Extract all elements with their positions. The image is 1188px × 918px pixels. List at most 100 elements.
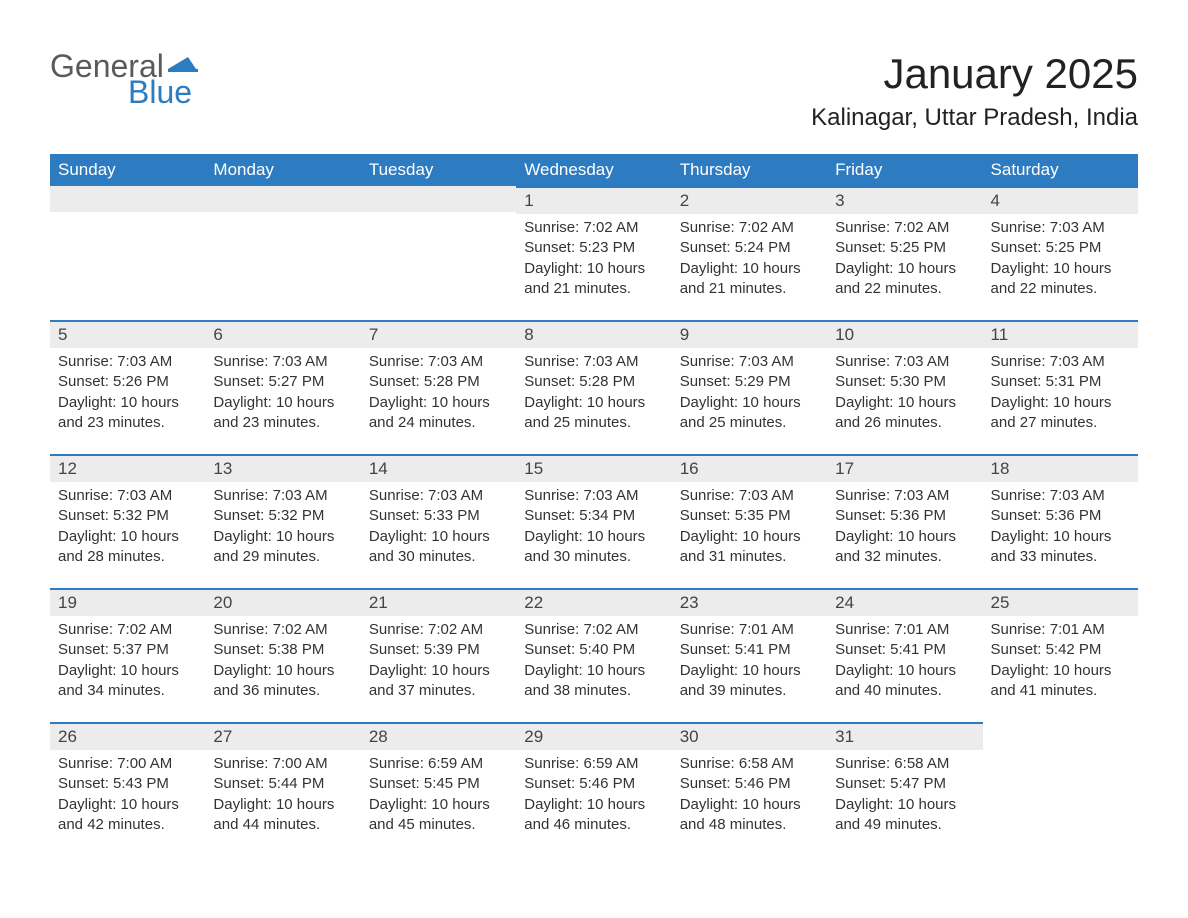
day-detail-line: and 26 minutes. (835, 413, 974, 433)
day-details: Sunrise: 7:01 AMSunset: 5:42 PMDaylight:… (983, 616, 1138, 709)
page-title: January 2025 (811, 50, 1138, 98)
day-detail-line: Daylight: 10 hours (58, 393, 197, 413)
day-details: Sunrise: 7:02 AMSunset: 5:23 PMDaylight:… (516, 214, 671, 307)
day-number: 13 (205, 454, 360, 482)
day-number: 31 (827, 722, 982, 750)
day-number: 17 (827, 454, 982, 482)
day-detail-line: Sunrise: 7:03 AM (524, 352, 663, 372)
day-detail-line: Sunrise: 7:00 AM (58, 754, 197, 774)
day-detail-line: and 38 minutes. (524, 681, 663, 701)
day-number: 8 (516, 320, 671, 348)
day-details: Sunrise: 7:02 AMSunset: 5:37 PMDaylight:… (50, 616, 205, 709)
day-detail-line: and 22 minutes. (835, 279, 974, 299)
day-detail-line: Daylight: 10 hours (835, 527, 974, 547)
calendar-day-cell: 7Sunrise: 7:03 AMSunset: 5:28 PMDaylight… (361, 320, 516, 454)
calendar-week-row: 1Sunrise: 7:02 AMSunset: 5:23 PMDaylight… (50, 186, 1138, 320)
day-details: Sunrise: 7:02 AMSunset: 5:25 PMDaylight:… (827, 214, 982, 307)
calendar-day-cell: 26Sunrise: 7:00 AMSunset: 5:43 PMDayligh… (50, 722, 205, 843)
day-number: 5 (50, 320, 205, 348)
day-number: 11 (983, 320, 1138, 348)
day-detail-line: Daylight: 10 hours (369, 661, 508, 681)
day-detail-line: and 33 minutes. (991, 547, 1130, 567)
day-detail-line: Sunset: 5:46 PM (680, 774, 819, 794)
day-details: Sunrise: 7:02 AMSunset: 5:24 PMDaylight:… (672, 214, 827, 307)
calendar-day-cell: 2Sunrise: 7:02 AMSunset: 5:24 PMDaylight… (672, 186, 827, 320)
day-details: Sunrise: 7:02 AMSunset: 5:38 PMDaylight:… (205, 616, 360, 709)
day-detail-line: Sunset: 5:26 PM (58, 372, 197, 392)
day-number: 23 (672, 588, 827, 616)
day-detail-line: Sunset: 5:24 PM (680, 238, 819, 258)
calendar-day-cell: 13Sunrise: 7:03 AMSunset: 5:32 PMDayligh… (205, 454, 360, 588)
day-detail-line: and 24 minutes. (369, 413, 508, 433)
day-detail-line: Daylight: 10 hours (524, 661, 663, 681)
weekday-header-row: SundayMondayTuesdayWednesdayThursdayFrid… (50, 154, 1138, 186)
day-details: Sunrise: 7:00 AMSunset: 5:44 PMDaylight:… (205, 750, 360, 843)
day-number: 29 (516, 722, 671, 750)
day-detail-line: Daylight: 10 hours (991, 393, 1130, 413)
day-detail-line: Sunrise: 7:02 AM (524, 218, 663, 238)
day-detail-line: Daylight: 10 hours (524, 393, 663, 413)
day-detail-line: Daylight: 10 hours (835, 661, 974, 681)
day-detail-line: and 21 minutes. (524, 279, 663, 299)
day-number: 14 (361, 454, 516, 482)
day-detail-line: and 37 minutes. (369, 681, 508, 701)
day-detail-line: and 49 minutes. (835, 815, 974, 835)
calendar-week-row: 5Sunrise: 7:03 AMSunset: 5:26 PMDaylight… (50, 320, 1138, 454)
day-detail-line: Daylight: 10 hours (680, 661, 819, 681)
calendar-day-cell: 16Sunrise: 7:03 AMSunset: 5:35 PMDayligh… (672, 454, 827, 588)
day-detail-line: Sunset: 5:35 PM (680, 506, 819, 526)
calendar-day-cell: 8Sunrise: 7:03 AMSunset: 5:28 PMDaylight… (516, 320, 671, 454)
logo: General Blue (50, 50, 202, 108)
day-number: 9 (672, 320, 827, 348)
day-details: Sunrise: 7:03 AMSunset: 5:27 PMDaylight:… (205, 348, 360, 441)
day-detail-line: Daylight: 10 hours (369, 527, 508, 547)
calendar-day-cell: 20Sunrise: 7:02 AMSunset: 5:38 PMDayligh… (205, 588, 360, 722)
day-detail-line: Sunset: 5:36 PM (991, 506, 1130, 526)
calendar-empty-cell (361, 186, 516, 320)
day-detail-line: and 45 minutes. (369, 815, 508, 835)
day-detail-line: Daylight: 10 hours (991, 527, 1130, 547)
day-details: Sunrise: 7:02 AMSunset: 5:39 PMDaylight:… (361, 616, 516, 709)
day-detail-line: Sunrise: 6:59 AM (524, 754, 663, 774)
calendar-week-row: 19Sunrise: 7:02 AMSunset: 5:37 PMDayligh… (50, 588, 1138, 722)
day-detail-line: Sunrise: 6:59 AM (369, 754, 508, 774)
day-number: 19 (50, 588, 205, 616)
day-detail-line: and 22 minutes. (991, 279, 1130, 299)
day-detail-line: Sunset: 5:42 PM (991, 640, 1130, 660)
calendar-day-cell: 14Sunrise: 7:03 AMSunset: 5:33 PMDayligh… (361, 454, 516, 588)
day-detail-line: Sunset: 5:34 PM (524, 506, 663, 526)
day-detail-line: Daylight: 10 hours (680, 795, 819, 815)
calendar-day-cell: 10Sunrise: 7:03 AMSunset: 5:30 PMDayligh… (827, 320, 982, 454)
day-detail-line: Daylight: 10 hours (58, 795, 197, 815)
day-number: 18 (983, 454, 1138, 482)
day-detail-line: and 23 minutes. (213, 413, 352, 433)
day-detail-line: Sunset: 5:32 PM (58, 506, 197, 526)
day-detail-line: Sunset: 5:47 PM (835, 774, 974, 794)
day-details: Sunrise: 7:03 AMSunset: 5:31 PMDaylight:… (983, 348, 1138, 441)
day-detail-line: Sunrise: 7:02 AM (369, 620, 508, 640)
day-details: Sunrise: 7:03 AMSunset: 5:36 PMDaylight:… (983, 482, 1138, 575)
day-detail-line: Sunrise: 7:03 AM (991, 486, 1130, 506)
day-details: Sunrise: 7:03 AMSunset: 5:32 PMDaylight:… (205, 482, 360, 575)
day-detail-line: Daylight: 10 hours (213, 393, 352, 413)
day-detail-line: and 34 minutes. (58, 681, 197, 701)
day-detail-line: Sunset: 5:28 PM (369, 372, 508, 392)
location-text: Kalinagar, Uttar Pradesh, India (811, 104, 1138, 132)
day-detail-line: and 29 minutes. (213, 547, 352, 567)
day-detail-line: Sunrise: 7:03 AM (991, 218, 1130, 238)
day-detail-line: Sunset: 5:45 PM (369, 774, 508, 794)
calendar-day-cell: 6Sunrise: 7:03 AMSunset: 5:27 PMDaylight… (205, 320, 360, 454)
day-details: Sunrise: 7:03 AMSunset: 5:30 PMDaylight:… (827, 348, 982, 441)
calendar-day-cell: 25Sunrise: 7:01 AMSunset: 5:42 PMDayligh… (983, 588, 1138, 722)
day-detail-line: and 40 minutes. (835, 681, 974, 701)
day-detail-line: Daylight: 10 hours (524, 527, 663, 547)
calendar-day-cell: 30Sunrise: 6:58 AMSunset: 5:46 PMDayligh… (672, 722, 827, 843)
day-detail-line: and 48 minutes. (680, 815, 819, 835)
day-detail-line: Daylight: 10 hours (369, 393, 508, 413)
weekday-header: Friday (827, 154, 982, 186)
calendar-day-cell: 11Sunrise: 7:03 AMSunset: 5:31 PMDayligh… (983, 320, 1138, 454)
day-details: Sunrise: 7:01 AMSunset: 5:41 PMDaylight:… (672, 616, 827, 709)
day-detail-line: Sunrise: 7:03 AM (524, 486, 663, 506)
day-detail-line: Daylight: 10 hours (680, 527, 819, 547)
sunrise-calendar: SundayMondayTuesdayWednesdayThursdayFrid… (50, 154, 1138, 843)
